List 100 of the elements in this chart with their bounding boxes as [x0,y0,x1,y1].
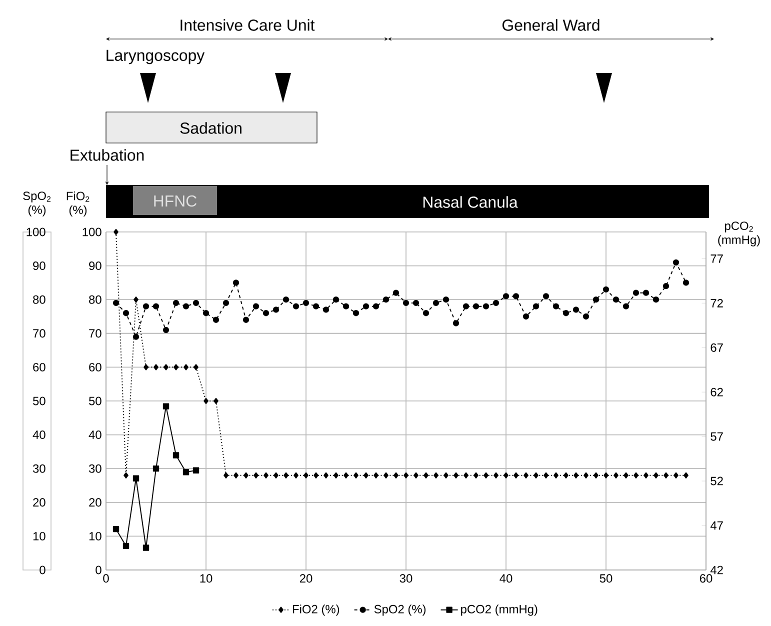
point [612,296,620,303]
point [174,364,178,370]
y-tick-label: 70 [33,329,46,338]
point [574,472,578,478]
point [504,472,508,478]
point [372,303,380,310]
point [322,306,330,313]
point [164,364,168,370]
x-tick-label: 30 [400,574,412,583]
point [254,472,258,478]
point [472,303,480,310]
point [524,472,528,478]
y3-tick-label: 30 [88,464,102,473]
point [642,290,650,296]
y-tick-label: 0 [40,566,46,574]
point [112,526,120,532]
point [292,303,300,310]
point [234,472,238,478]
point [474,472,478,478]
point [484,472,488,478]
y-tick-label: 30 [32,464,46,473]
point [324,472,328,478]
point [384,472,388,478]
point [654,472,658,478]
point [142,303,150,310]
y-tick-label: 90 [33,262,46,270]
point [532,303,540,310]
point [652,296,660,303]
text: Extubation [70,149,144,161]
y-tick-label: 60 [33,362,46,372]
y3-tick-label: 50 [89,396,102,406]
y-tick-label: 100 [26,228,46,236]
y2-tick-label: 52 [710,476,723,486]
y-tick-label: 40 [32,430,46,440]
y-tick-label: 50 [33,396,46,406]
point [434,472,438,478]
point [274,472,278,478]
point [554,472,558,478]
point [562,310,570,316]
point [334,472,338,478]
point [142,544,150,551]
text: Intensive Care Unit [180,19,315,31]
point [122,310,130,316]
point [582,313,590,320]
point [122,542,130,550]
point [632,290,640,296]
point [294,472,298,478]
point [332,296,340,303]
point [674,472,678,478]
point [192,467,200,474]
y-tick-label: 20 [33,498,46,507]
x-tick-label: 50 [600,574,612,583]
point [584,472,588,478]
point [144,364,148,370]
point [152,465,160,472]
y3-tick-label: 60 [89,362,102,372]
point [462,303,470,310]
point [182,303,190,310]
y3-tick-label: 90 [89,262,102,270]
point [534,472,538,478]
point [594,472,598,478]
y2-tick-label: 67 [710,343,723,352]
point [282,296,290,303]
point [672,259,680,266]
point [344,472,348,478]
point [134,296,138,303]
point [374,472,378,478]
point [224,472,228,478]
y2-tick-label: 47 [710,521,723,530]
point [502,293,510,300]
x-tick-label: 20 [300,574,312,583]
point [214,398,218,404]
y3-tick-label: 70 [89,329,102,338]
point [272,306,280,313]
point [402,300,410,306]
point [454,472,458,478]
text: Sadation [180,122,242,134]
point [354,472,358,478]
point [314,472,318,478]
x-tick-label: 40 [500,574,512,583]
y2-tick-label: 62 [710,388,723,396]
point [392,290,400,296]
y-tick-label: 10 [33,532,46,540]
point [492,300,500,306]
point [552,303,560,310]
text: HFNC [154,195,197,207]
point [494,472,498,478]
point [112,300,120,306]
point [432,300,440,306]
point [412,300,420,306]
legend-label: FiO2 (%) [292,604,340,616]
point [172,452,180,458]
text: Laryngoscopy [106,50,205,64]
point [542,293,550,300]
point [362,303,370,310]
point [512,293,520,300]
y3-tick-label: 40 [88,430,102,440]
point [342,303,350,310]
point [364,472,368,478]
point [262,310,270,316]
